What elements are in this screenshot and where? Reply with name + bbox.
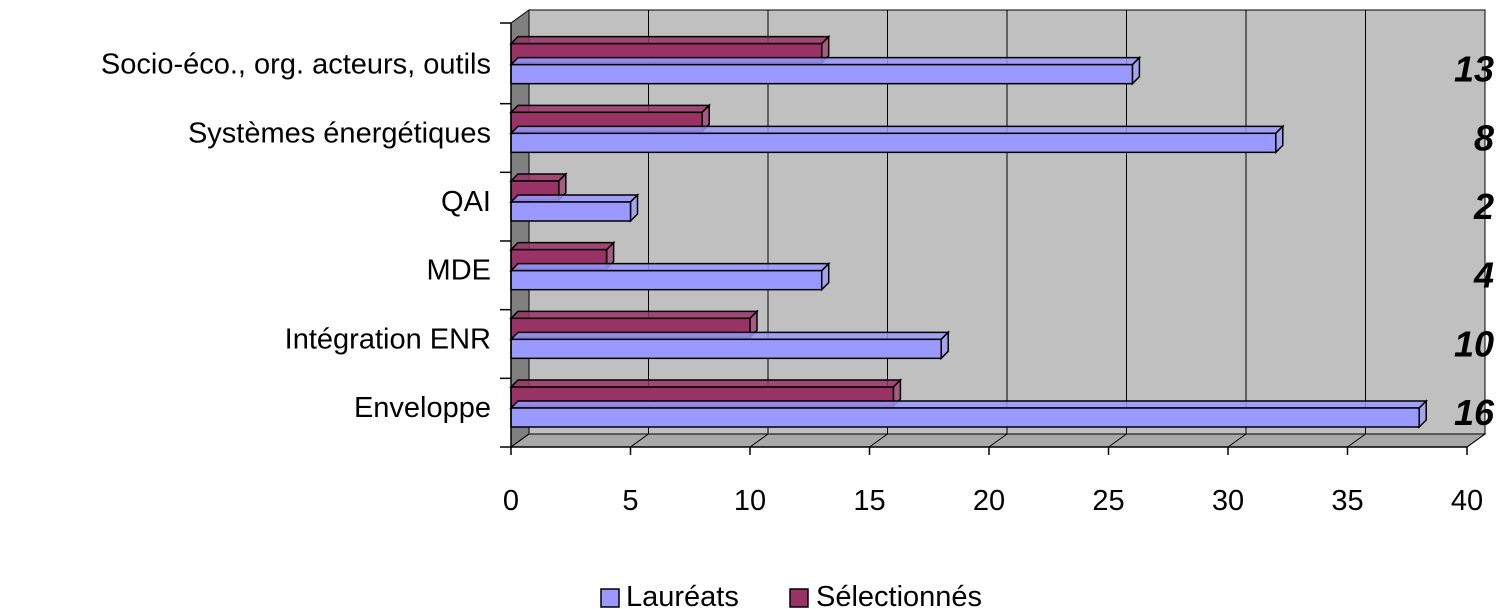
y-axis-categories: Enveloppe Intégration ENR MDE QAI Systèmes é… [101, 49, 491, 424]
x-tick-label: 20 [973, 485, 1005, 517]
bar-laureats [509, 193, 640, 223]
x-tick-label: 10 [734, 485, 766, 517]
floor-gridline-x [510, 433, 530, 448]
data-labels: 16 10 4 2 8 13 [1454, 49, 1495, 433]
floor-gridline-x [1108, 433, 1127, 448]
category-label: Enveloppe [354, 392, 491, 424]
data-label: 16 [1454, 392, 1495, 433]
bar-laureats [509, 124, 1285, 155]
data-label: 10 [1454, 323, 1494, 364]
floor-gridline-x [630, 433, 649, 448]
x-tick-label: 40 [1451, 485, 1483, 517]
floor-gridline-x [1347, 433, 1366, 448]
data-label: 2 [1473, 186, 1494, 227]
x-axis-ticks: 0 5 10 15 20 25 30 35 40 [503, 447, 1483, 517]
floor-gridline-x [749, 433, 769, 448]
legend-label-selectionnes: Sélectionnés [816, 581, 982, 609]
legend: Lauréats Sélectionnés [600, 581, 982, 609]
category-label: MDE [427, 255, 491, 287]
bars [509, 34, 1429, 429]
x-tick-label: 35 [1331, 485, 1363, 517]
legend-swatch-laureats [600, 588, 620, 608]
category-label: QAI [441, 186, 491, 218]
data-label: 13 [1454, 49, 1494, 90]
category-label: Intégration ENR [285, 323, 491, 355]
floor-gridline-x [869, 433, 888, 448]
floor-gridline-x [1466, 433, 1486, 448]
bar-laureats [509, 55, 1142, 86]
legend-label-laureats: Lauréats [626, 581, 739, 609]
legend-swatch-selectionnes [789, 588, 809, 608]
floor-gridline-x [1227, 433, 1247, 448]
bar-laureats [509, 330, 951, 361]
bar-laureats [509, 261, 831, 292]
data-label: 8 [1474, 117, 1494, 158]
x-tick-label: 5 [622, 485, 638, 517]
x-tick-label: 0 [503, 485, 519, 517]
floor-gridline-x [988, 433, 1008, 448]
category-label: Socio-éco., org. acteurs, outils [101, 49, 491, 81]
category-label: Systèmes énergétiques [188, 117, 491, 149]
data-label: 4 [1473, 255, 1494, 296]
x-tick-label: 25 [1092, 485, 1124, 517]
bar-laureats [509, 399, 1429, 429]
x-tick-label: 30 [1212, 485, 1244, 517]
x-tick-label: 15 [853, 485, 885, 517]
